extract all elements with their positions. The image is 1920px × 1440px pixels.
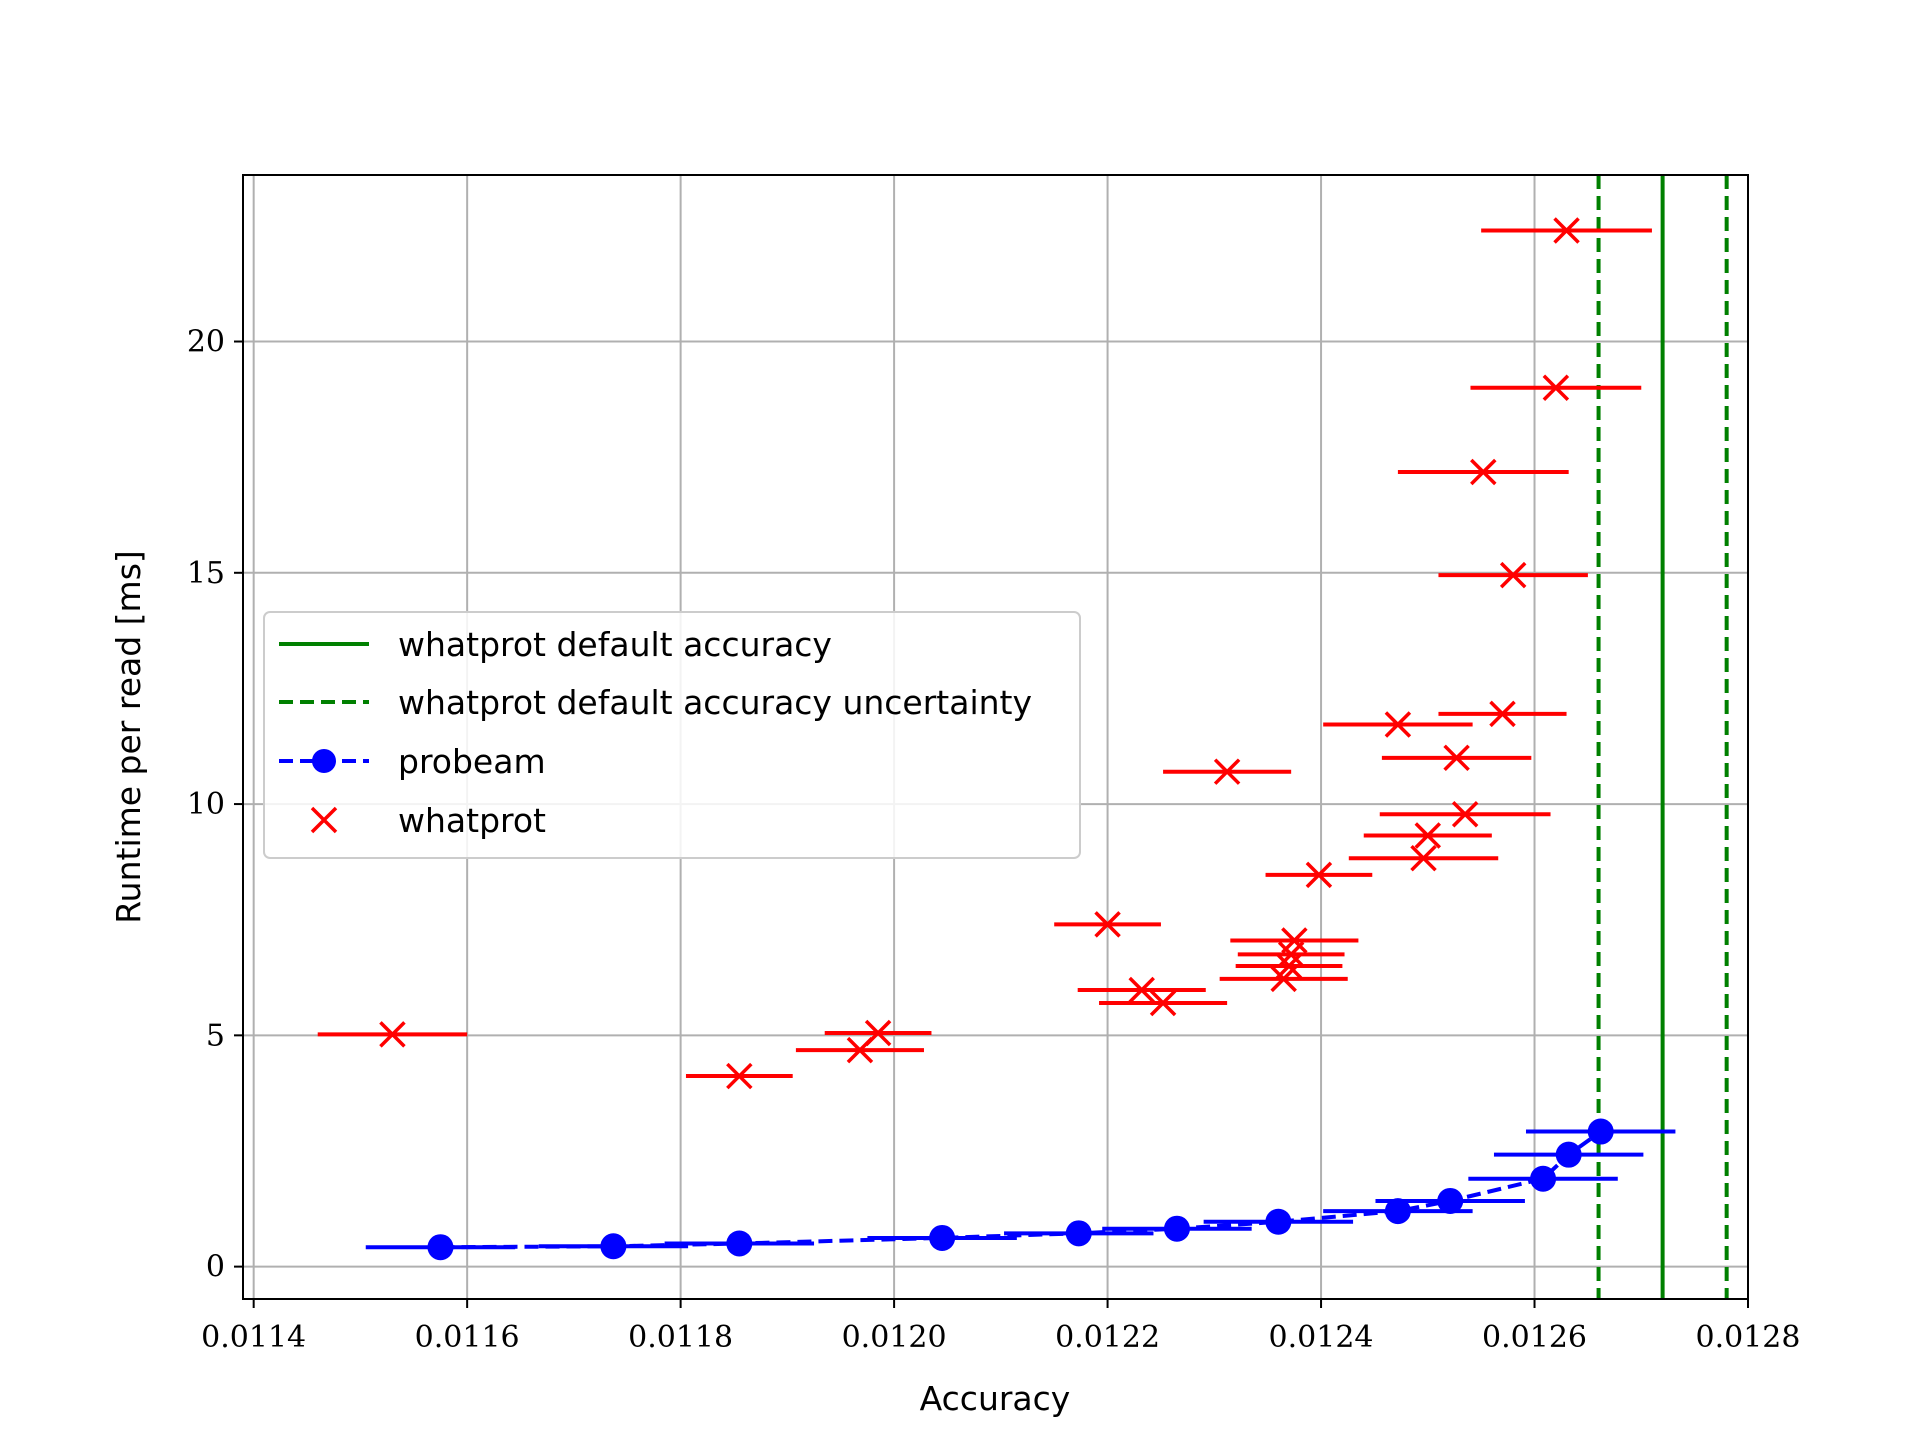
x-axis-title: Accuracy [920, 1379, 1071, 1418]
legend-label-uncertainty: whatprot default accuracy uncertainty [398, 683, 1032, 722]
data-layer [317, 217, 1676, 1261]
data-point [1587, 1118, 1614, 1145]
x-tick-label: 0.0124 [1269, 1320, 1374, 1355]
data-point [379, 1021, 406, 1048]
data-point [1414, 822, 1442, 849]
x-tick-label: 0.0118 [628, 1320, 733, 1355]
data-point [1305, 861, 1333, 889]
x-tick-label: 0.0114 [201, 1320, 306, 1355]
data-point [864, 1019, 892, 1047]
data-point [1530, 1165, 1557, 1192]
data-point [1384, 711, 1412, 738]
x-tick-label: 0.0116 [415, 1320, 520, 1355]
data-point [1443, 744, 1470, 772]
legend-x-marker-icon [310, 806, 338, 834]
legend-label-whatprot: whatprot [398, 801, 546, 840]
data-point [427, 1234, 454, 1261]
data-point [1281, 927, 1308, 954]
x-tick-label: 0.0126 [1482, 1320, 1587, 1355]
data-point [1555, 1141, 1582, 1168]
ticks: 0.0114 0.0116 0.0118 0.0120 0.0122 0.0124 0.01… [187, 325, 1801, 1355]
data-point [1451, 801, 1479, 828]
data-point [1265, 1208, 1292, 1235]
data-point [1213, 758, 1241, 785]
y-tick-label: 20 [187, 325, 225, 360]
data-point [1410, 844, 1437, 872]
data-point [600, 1233, 627, 1260]
data-point [1553, 217, 1580, 244]
data-point [1437, 1187, 1464, 1214]
series-probeam [365, 1118, 1676, 1261]
legend-label-probeam: probeam [398, 742, 546, 781]
x-tick-label: 0.0128 [1696, 1320, 1801, 1355]
data-point [1499, 561, 1527, 589]
data-point [929, 1224, 956, 1251]
legend-label-default: whatprot default accuracy [398, 625, 832, 664]
data-point [1470, 458, 1497, 486]
data-point [1163, 1215, 1190, 1242]
data-point [1149, 989, 1177, 1017]
data-point [1065, 1220, 1092, 1247]
data-point [726, 1230, 753, 1257]
data-point [726, 1062, 753, 1090]
plot-frame [242, 174, 1749, 1300]
y-tick-label: 15 [187, 556, 225, 591]
y-tick-label: 10 [187, 787, 225, 822]
series-whatprot [317, 217, 1652, 1090]
x-tick-label: 0.0122 [1055, 1320, 1160, 1355]
data-point [1384, 1198, 1411, 1225]
reference-lines [1596, 175, 1729, 1299]
data-point [1489, 700, 1516, 728]
y-tick-label: 5 [206, 1018, 225, 1053]
legend: whatprot default accuracy whatprot defau… [263, 611, 1081, 859]
legend-circle-marker-icon [312, 749, 336, 773]
x-tick-label: 0.0120 [842, 1320, 947, 1355]
legend-box [263, 611, 1081, 859]
y-tick-label: 0 [206, 1250, 225, 1285]
y-axis-title: Runtime per read [ms] [109, 550, 148, 924]
data-point [1094, 911, 1121, 938]
data-point [1542, 374, 1570, 402]
data-point [1128, 976, 1155, 1004]
